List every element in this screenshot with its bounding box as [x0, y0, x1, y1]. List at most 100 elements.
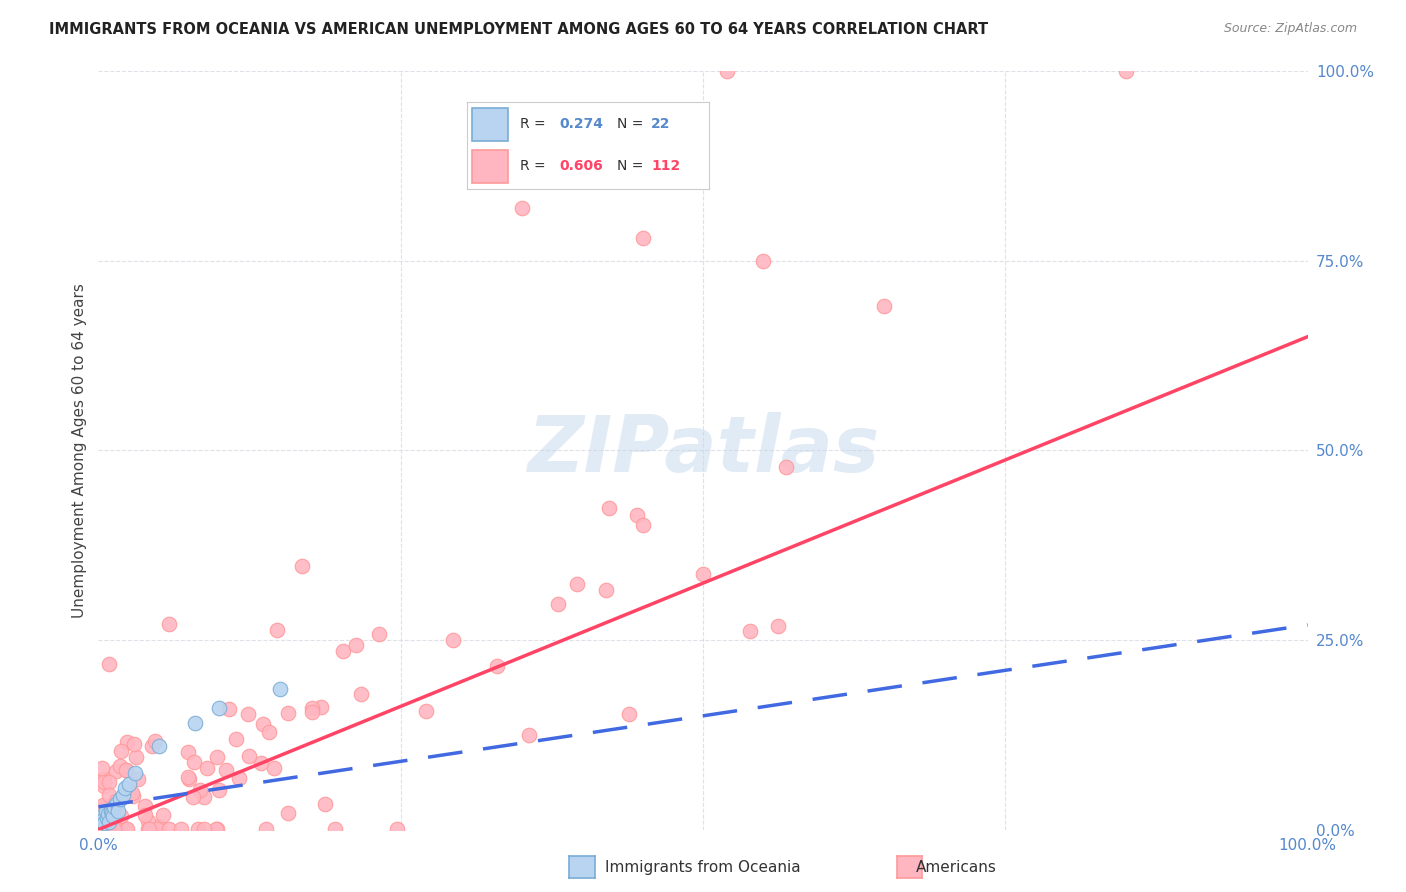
Point [93, 774, 115, 789]
Point [89, 814, 111, 828]
Point [236, 706, 259, 721]
Point [91, 809, 114, 823]
Point [101, 822, 124, 836]
Point [177, 771, 200, 785]
Point [238, 749, 260, 764]
Point [96, 811, 118, 825]
Point [323, 822, 346, 836]
Point [124, 765, 146, 780]
Point [110, 743, 132, 757]
Point [115, 822, 138, 836]
Point [103, 822, 125, 836]
Y-axis label: Unemployment Among Ages 60 to 64 years: Unemployment Among Ages 60 to 64 years [72, 283, 87, 618]
Point [101, 809, 124, 823]
Point [263, 761, 285, 775]
Point [94, 822, 117, 836]
Point [257, 725, 280, 739]
Point [157, 616, 180, 631]
Point [277, 806, 299, 821]
Point [148, 819, 170, 833]
Point [115, 764, 138, 778]
Point [486, 659, 509, 673]
Point [181, 789, 204, 804]
Point [547, 597, 569, 611]
Point [124, 749, 146, 764]
Point [152, 808, 174, 822]
Point [170, 822, 193, 836]
Point [179, 772, 201, 786]
Point [277, 706, 299, 720]
Point [249, 756, 271, 771]
Point [118, 777, 141, 791]
Point [91, 797, 114, 812]
Point [595, 582, 617, 597]
Point [93, 816, 115, 830]
Point [107, 804, 129, 818]
Point [252, 717, 274, 731]
Point [105, 796, 128, 810]
Point [752, 253, 775, 268]
Point [301, 705, 323, 719]
Point [110, 809, 132, 823]
Point [94, 822, 117, 836]
Point [207, 749, 229, 764]
Point [775, 460, 797, 475]
Point [311, 700, 333, 714]
Point [631, 518, 654, 533]
Point [115, 735, 138, 749]
Point [136, 822, 159, 836]
Point [96, 813, 118, 827]
Point [141, 739, 163, 754]
Point [108, 792, 131, 806]
Point [768, 619, 790, 633]
Point [205, 822, 228, 836]
Point [134, 807, 156, 822]
Point [93, 779, 115, 793]
Point [188, 783, 211, 797]
Point [208, 701, 231, 715]
Point [98, 822, 121, 836]
Point [157, 822, 180, 836]
Point [104, 793, 127, 807]
Text: IMMIGRANTS FROM OCEANIA VS AMERICAN UNEMPLOYMENT AMONG AGES 60 TO 64 YEARS CORRE: IMMIGRANTS FROM OCEANIA VS AMERICAN UNEM… [49, 22, 988, 37]
Point [738, 624, 761, 638]
Point [225, 732, 247, 747]
Point [415, 704, 437, 718]
Point [517, 728, 540, 742]
Point [350, 687, 373, 701]
Point [207, 782, 229, 797]
Point [205, 822, 228, 836]
Point [122, 789, 145, 803]
Point [114, 763, 136, 777]
Point [626, 508, 648, 522]
Point [367, 627, 389, 641]
Point [218, 702, 240, 716]
Point [93, 799, 115, 814]
Point [215, 763, 238, 777]
Point [571, 155, 593, 169]
Point [187, 822, 209, 836]
Point [93, 822, 115, 836]
Point [97, 807, 120, 822]
Point [617, 707, 640, 722]
Point [115, 822, 138, 836]
Text: Source: ZipAtlas.com: Source: ZipAtlas.com [1223, 22, 1357, 36]
Point [138, 822, 160, 836]
Point [193, 822, 215, 836]
Point [122, 737, 145, 751]
Point [177, 744, 200, 758]
Point [148, 739, 170, 753]
Point [104, 764, 127, 778]
Point [1115, 64, 1137, 78]
Point [387, 822, 409, 836]
Point [314, 797, 336, 812]
Point [98, 815, 121, 830]
Point [114, 780, 136, 795]
Point [266, 623, 288, 637]
Point [90, 761, 112, 775]
Point [873, 300, 896, 314]
Point [103, 800, 125, 814]
Point [301, 701, 323, 715]
Point [93, 772, 115, 787]
Point [89, 822, 111, 836]
